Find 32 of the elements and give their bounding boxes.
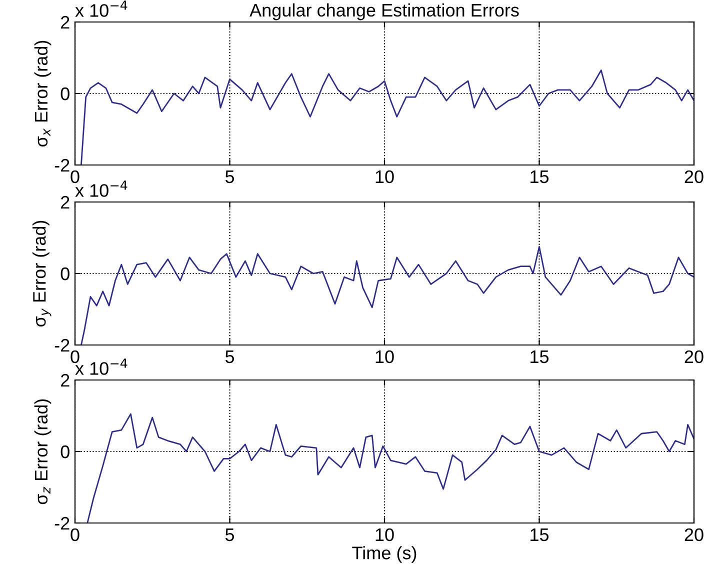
y-axis-title: σ$_{x}$ Error (rad) (34, 40, 52, 147)
y-tick-label: 2 (61, 374, 70, 387)
x-tick-label: 20 (684, 350, 704, 364)
y-tick-label: -2 (54, 516, 70, 530)
x-tick-label: 5 (225, 170, 234, 184)
x-tick-label: 10 (376, 350, 394, 364)
y-axis-title: σ$_{z}$ Error (rad) (34, 399, 52, 504)
y-tick-label: 0 (60, 267, 70, 280)
y-tick-label: 0 (60, 87, 70, 100)
text: x 10$^{−4}$ (75, 0, 128, 17)
y-tick-label: 0 (60, 445, 70, 458)
x-tick-label: 5 (225, 350, 234, 364)
x-tick-label: 0 (70, 170, 80, 184)
y-tick-label: -2 (54, 338, 70, 352)
x-tick-label: 15 (530, 528, 549, 542)
line-series (86, 413, 694, 523)
x-tick-label: 5 (225, 528, 234, 542)
x-axis-title: Time (s) (352, 546, 416, 563)
x-tick-label: 10 (376, 528, 394, 542)
line-series (80, 70, 694, 165)
x-tick-label: 10 (376, 170, 394, 184)
x-tick-label: 20 (684, 528, 704, 542)
x-tick-label: 20 (684, 170, 704, 184)
x-tick-label: 0 (70, 528, 80, 542)
y-tick-label: 2 (61, 196, 70, 209)
x-tick-label: 15 (530, 170, 549, 184)
y-tick-label: 2 (61, 16, 70, 29)
line-series (80, 246, 694, 345)
y-axis-title: σ$_{y}$ Error (rad) (32, 220, 52, 327)
y-tick-label: -2 (54, 158, 70, 172)
chart-title: Angular change Estimation Errors (250, 3, 519, 20)
x-tick-label: 15 (530, 350, 549, 364)
